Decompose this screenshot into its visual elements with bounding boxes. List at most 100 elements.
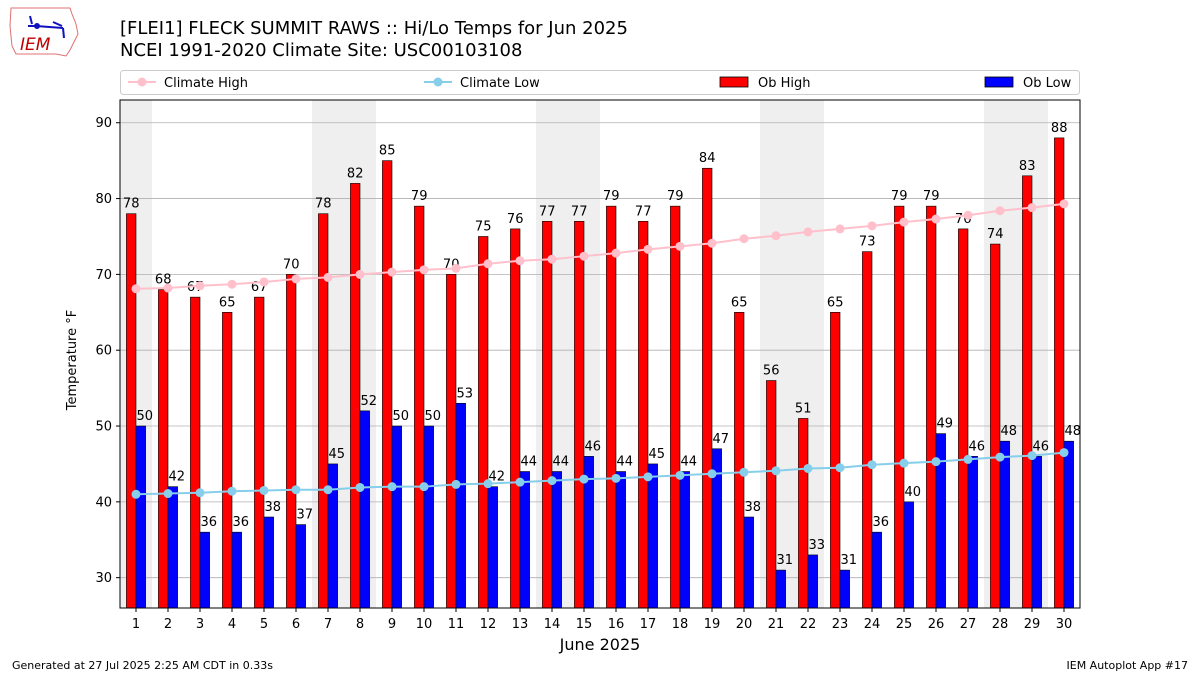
climate-high-point <box>771 231 781 241</box>
ob-low-label: 48 <box>1001 424 1018 439</box>
climate-high-point <box>195 281 205 291</box>
ob-high-bar <box>862 251 873 609</box>
ob-low-label: 36 <box>201 515 218 530</box>
ob-low-label: 40 <box>905 485 922 500</box>
climate-high-point <box>355 269 365 279</box>
ob-high-label: 70 <box>283 257 300 272</box>
ob-high-label: 75 <box>475 219 492 234</box>
ob-low-label: 46 <box>969 439 986 454</box>
ob-low-bar <box>167 486 178 609</box>
ob-low-label: 45 <box>329 447 346 462</box>
ob-low-bar <box>487 486 498 609</box>
climate-low-point <box>1027 451 1037 461</box>
ob-high-label: 78 <box>315 197 332 212</box>
ob-low-label: 50 <box>137 409 154 424</box>
y-tick-label: 50 <box>95 420 112 435</box>
ob-high-bar <box>734 311 745 609</box>
ob-high-bar <box>542 221 553 609</box>
climate-high-point <box>1059 199 1069 209</box>
ob-low-bar <box>679 471 690 609</box>
ob-high-label: 77 <box>571 204 588 219</box>
x-tick-label: 11 <box>448 617 465 632</box>
climate-low-point <box>227 486 237 496</box>
climate-high-point <box>483 259 493 269</box>
x-tick-label: 4 <box>228 617 236 632</box>
ob-high-bar <box>382 160 393 609</box>
climate-low-point <box>771 466 781 476</box>
ob-high-label: 78 <box>123 197 140 212</box>
climate-low-point <box>707 469 717 479</box>
x-tick-label: 6 <box>292 617 300 632</box>
ob-high-label: 82 <box>347 166 364 181</box>
ob-low-bar <box>743 516 754 609</box>
y-tick-label: 80 <box>95 192 112 207</box>
climate-low-point <box>1059 448 1069 458</box>
ob-high-bar <box>702 167 713 609</box>
svg-text:Climate High: Climate High <box>164 76 248 91</box>
climate-low-point <box>547 476 557 486</box>
ob-low-bar <box>903 501 914 609</box>
ob-low-label: 50 <box>393 409 410 424</box>
ob-low-label: 42 <box>169 470 186 485</box>
climate-high-point <box>419 265 429 275</box>
chart-title: [FLEI1] FLECK SUMMIT RAWS :: Hi/Lo Temps… <box>120 18 628 39</box>
ob-high-bar <box>1022 175 1033 609</box>
ob-high-bar <box>766 380 777 609</box>
climate-low-point <box>867 460 877 470</box>
ob-low-label: 53 <box>457 386 474 401</box>
x-tick-label: 22 <box>800 617 817 632</box>
ob-low-bar <box>231 531 242 609</box>
ob-low-bar <box>359 410 370 609</box>
x-axis-label: June 2025 <box>559 635 641 654</box>
climate-high-point <box>387 267 397 277</box>
ob-high-bar <box>830 311 841 609</box>
ob-low-label: 44 <box>617 455 634 470</box>
legend: Climate High Climate Low Ob High Ob Low <box>120 70 1080 95</box>
x-tick-label: 12 <box>480 617 497 632</box>
ob-high-bar <box>958 228 969 609</box>
climate-high-point <box>451 263 461 273</box>
ob-low-label: 37 <box>297 508 314 523</box>
x-tick-label: 1 <box>132 617 140 632</box>
svg-text:IEM: IEM <box>20 35 51 55</box>
ob-low-label: 49 <box>937 417 954 432</box>
climate-low-point <box>835 463 845 473</box>
x-tick-label: 20 <box>736 617 753 632</box>
y-axis-label: Temperature °F <box>65 310 80 411</box>
x-tick-label: 14 <box>544 617 561 632</box>
ob-high-bar <box>254 296 265 609</box>
ob-low-bar <box>647 463 658 609</box>
ob-low-label: 31 <box>777 553 794 568</box>
y-tick-label: 60 <box>95 344 112 359</box>
ob-high-label: 73 <box>859 235 876 250</box>
ob-low-label: 46 <box>585 439 602 454</box>
svg-text:Ob High: Ob High <box>758 76 811 91</box>
ob-high-bar <box>510 228 521 609</box>
climate-low-point <box>131 489 141 499</box>
climate-high-point <box>675 241 685 251</box>
ob-low-bar <box>295 524 306 609</box>
climate-high-point <box>227 279 237 289</box>
ob-high-label: 77 <box>539 204 556 219</box>
climate-high-point <box>899 217 909 227</box>
climate-low-point <box>259 485 269 495</box>
climate-high-point <box>835 224 845 234</box>
x-tick-label: 27 <box>960 617 977 632</box>
ob-high-bar <box>1054 137 1065 609</box>
ob-low-bar <box>839 569 850 609</box>
ob-low-label: 44 <box>681 455 698 470</box>
climate-high-point <box>323 272 333 282</box>
x-tick-label: 26 <box>928 617 945 632</box>
ob-low-label: 44 <box>521 455 538 470</box>
x-tick-label: 15 <box>576 617 593 632</box>
ob-high-bar <box>798 418 809 609</box>
ob-high-label: 79 <box>667 189 684 204</box>
ob-low-bar <box>1063 440 1074 609</box>
climate-low-point <box>515 477 525 487</box>
ob-high-bar <box>126 213 137 609</box>
ob-low-bar <box>423 425 434 609</box>
x-tick-label: 19 <box>704 617 721 632</box>
footer-app: IEM Autoplot App #17 <box>1066 659 1189 672</box>
climate-low-point <box>995 452 1005 462</box>
